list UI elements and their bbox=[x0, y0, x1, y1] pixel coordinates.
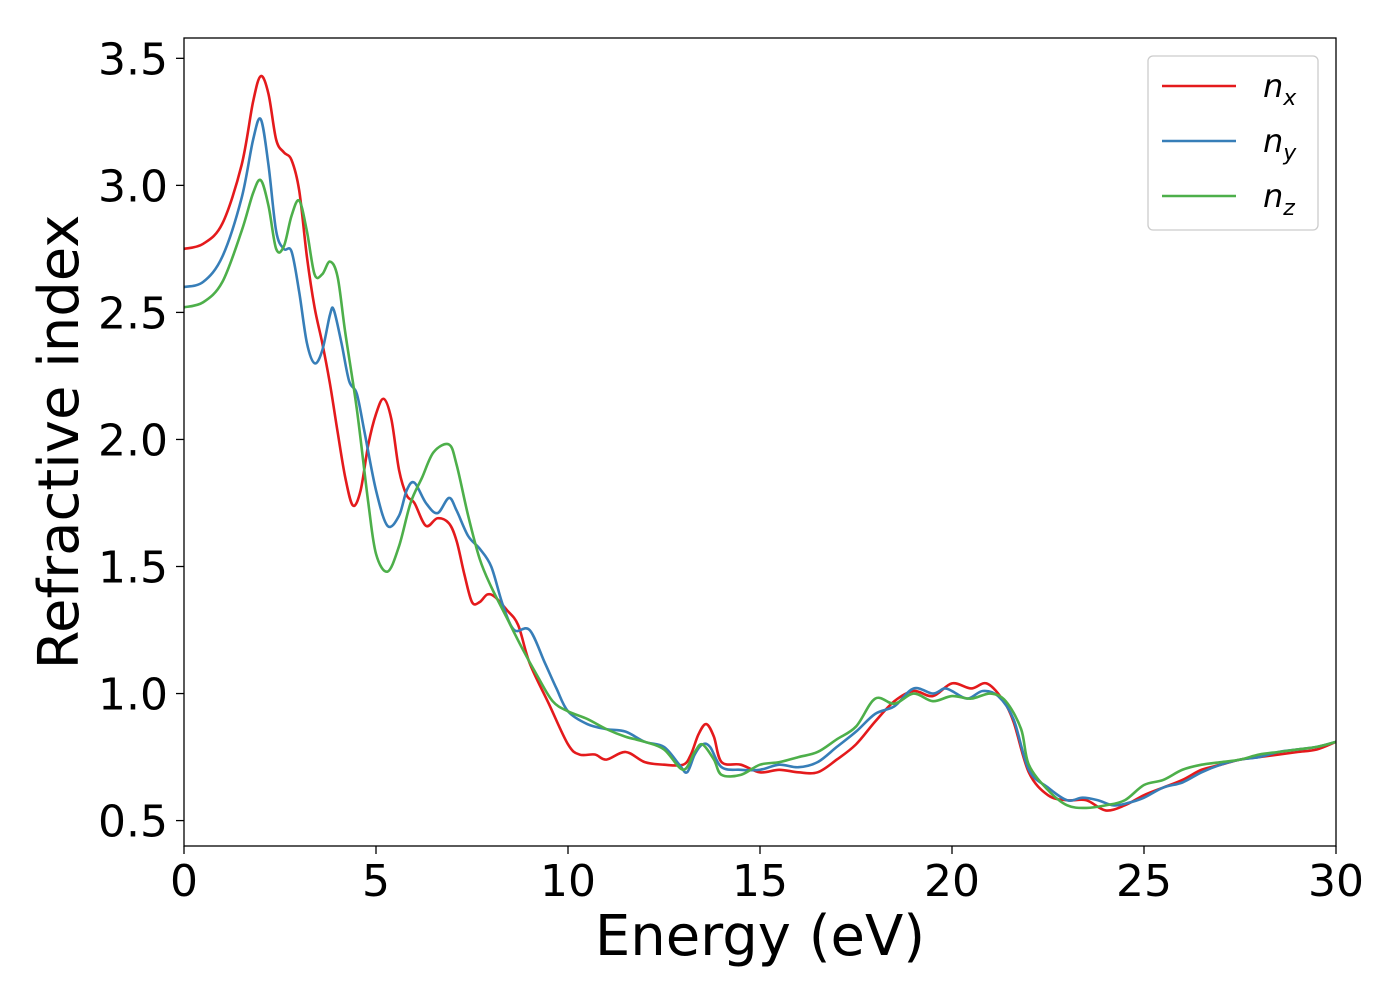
x-tick-label: 30 bbox=[1308, 856, 1364, 907]
x-tick-label: 5 bbox=[362, 856, 390, 907]
legend-label-subscript: z bbox=[1282, 196, 1295, 221]
x-tick-label: 10 bbox=[540, 856, 596, 907]
y-tick-label: 1.5 bbox=[98, 543, 168, 594]
legend-label-subscript: y bbox=[1282, 141, 1297, 166]
y-tick-label: 2.0 bbox=[98, 415, 168, 466]
legend-label-main: n bbox=[1263, 122, 1283, 160]
y-tick-label: 0.5 bbox=[98, 797, 168, 848]
y-tick-label: 3.5 bbox=[98, 34, 168, 85]
legend-label-subscript: x bbox=[1282, 86, 1297, 111]
x-tick-label: 0 bbox=[170, 856, 198, 907]
y-tick-label: 3.0 bbox=[98, 161, 168, 212]
series-line-z bbox=[184, 178, 1336, 810]
y-axis-label: Refractive index bbox=[27, 215, 92, 670]
y-tick-label: 1.0 bbox=[98, 670, 168, 721]
legend-box bbox=[1147, 55, 1319, 231]
y-axis-ticks: 0.5 1.0 1.5 2.0 2.5 3.0 3.5 bbox=[98, 34, 184, 848]
legend-label-main: n bbox=[1263, 67, 1283, 105]
x-axis-ticks: 0 5 10 15 20 25 30 bbox=[170, 846, 1364, 907]
x-tick-label: 20 bbox=[924, 856, 980, 907]
x-tick-label: 25 bbox=[1116, 856, 1172, 907]
y-tick-label: 2.5 bbox=[98, 288, 168, 339]
legend-label-z: nz bbox=[1263, 177, 1295, 221]
x-tick-label: 15 bbox=[732, 856, 788, 907]
legend-label-main: n bbox=[1263, 177, 1283, 215]
x-axis-label: Energy (eV) bbox=[595, 904, 925, 969]
plot-series-group bbox=[184, 74, 1336, 812]
legend-label-y: ny bbox=[1263, 122, 1297, 166]
legend-label-x: nx bbox=[1263, 67, 1297, 111]
